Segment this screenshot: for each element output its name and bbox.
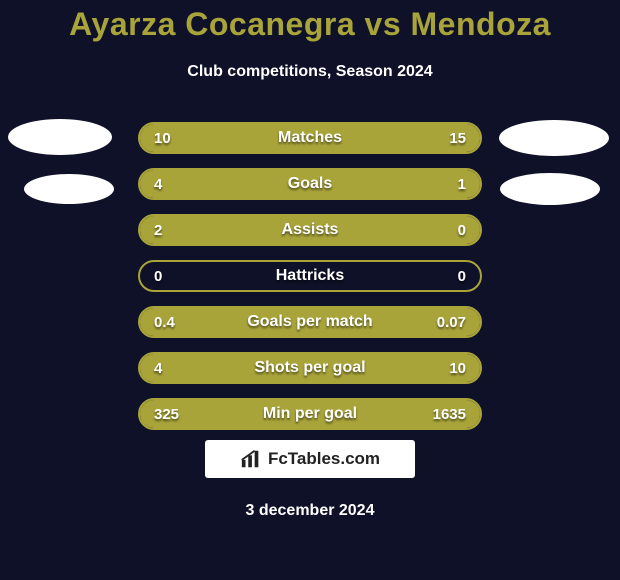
stat-row: Assists2 0 bbox=[138, 214, 482, 246]
stat-value-right: 10 bbox=[449, 354, 466, 382]
stat-label: Min per goal bbox=[140, 400, 480, 428]
stat-label: Matches bbox=[140, 124, 480, 152]
comparison-title: Ayarza Cocanegra vs Mendoza bbox=[0, 0, 620, 43]
fctables-logo-text: FcTables.com bbox=[268, 449, 380, 469]
stat-label: Goals bbox=[140, 170, 480, 198]
stat-value-left: 10 bbox=[154, 124, 171, 152]
stat-value-right: 1 bbox=[458, 170, 466, 198]
stat-value-left: 2 bbox=[154, 216, 162, 244]
stat-row: Goals4 1 bbox=[138, 168, 482, 200]
stat-value-right: 0 bbox=[458, 216, 466, 244]
stat-row: Matches10 15 bbox=[138, 122, 482, 154]
stat-value-right: 1635 bbox=[433, 400, 466, 428]
stat-value-left: 4 bbox=[154, 354, 162, 382]
stat-value-right: 0 bbox=[458, 262, 466, 290]
stat-label: Shots per goal bbox=[140, 354, 480, 382]
fctables-logo: FcTables.com bbox=[205, 440, 415, 478]
chart-icon bbox=[240, 448, 262, 470]
stat-row: Hattricks0 0 bbox=[138, 260, 482, 292]
stat-row: Shots per goal4 10 bbox=[138, 352, 482, 384]
generated-date: 3 december 2024 bbox=[0, 502, 620, 520]
stat-label: Assists bbox=[140, 216, 480, 244]
stat-label: Goals per match bbox=[140, 308, 480, 336]
stat-value-right: 15 bbox=[449, 124, 466, 152]
stat-value-left: 0.4 bbox=[154, 308, 175, 336]
stat-label: Hattricks bbox=[140, 262, 480, 290]
stat-rows: Matches1015Goals41Assists20Hattricks00Go… bbox=[0, 122, 620, 444]
stat-row: Goals per match0.4 0.07 bbox=[138, 306, 482, 338]
stat-value-left: 325 bbox=[154, 400, 179, 428]
stat-value-right: 0.07 bbox=[437, 308, 466, 336]
stat-row: Min per goal325 1635 bbox=[138, 398, 482, 430]
stat-value-left: 4 bbox=[154, 170, 162, 198]
comparison-subtitle: Club competitions, Season 2024 bbox=[0, 63, 620, 81]
stat-value-left: 0 bbox=[154, 262, 162, 290]
